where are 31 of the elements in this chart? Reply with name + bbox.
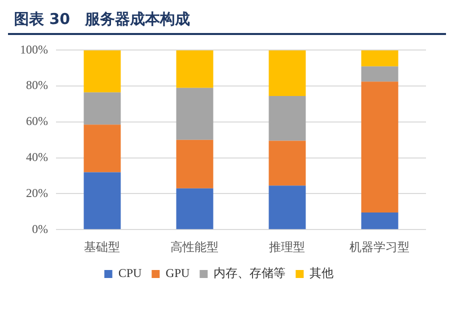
y-tick-label: 0% <box>32 222 48 236</box>
bar <box>84 50 121 92</box>
bar <box>268 186 306 230</box>
bar <box>84 172 121 230</box>
legend-label: GPU <box>166 266 190 280</box>
bar <box>361 66 398 82</box>
bar <box>268 96 306 141</box>
bar <box>176 140 214 188</box>
x-tick-label: 高性能型 <box>170 240 219 254</box>
y-tick-label: 60% <box>26 114 48 128</box>
bar <box>268 50 306 96</box>
bar <box>84 92 121 125</box>
bar <box>176 88 214 140</box>
y-tick-label: 20% <box>26 186 48 200</box>
legend-label: 内存、存储等 <box>214 266 286 280</box>
bar <box>84 124 121 172</box>
chart-title: 图表 30 服务器成本构成 <box>8 8 446 35</box>
bar <box>176 50 214 88</box>
y-tick-label: 80% <box>26 78 48 92</box>
legend-label: CPU <box>118 266 142 280</box>
legend-label: 其他 <box>310 266 334 280</box>
bar <box>268 140 306 186</box>
x-tick-label: 基础型 <box>84 240 120 254</box>
x-tick-label: 推理型 <box>269 240 306 254</box>
bar <box>361 212 398 230</box>
bar <box>176 188 214 230</box>
y-tick-label: 100% <box>20 42 48 56</box>
y-tick-label: 40% <box>26 150 48 164</box>
bar <box>361 82 398 213</box>
bar <box>361 50 398 66</box>
x-tick-label: 机器学习型 <box>350 240 410 254</box>
